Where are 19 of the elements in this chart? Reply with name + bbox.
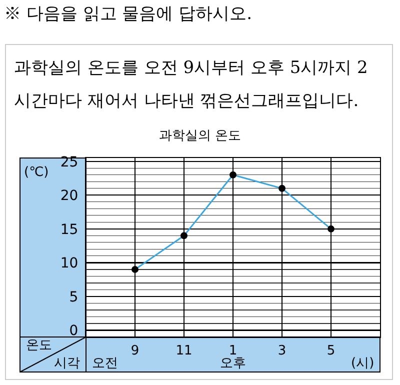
x-tick-label: 9	[130, 344, 140, 359]
chart-title: 과학실의 온도	[158, 128, 242, 144]
y-axis-title: (℃)	[24, 165, 49, 180]
text: 시각	[54, 356, 80, 371]
y-tick-label: 20	[60, 188, 78, 204]
chart-subtitle: 과학실의 온도를 오전 9시부터 오후 5시까지 2 시간마다 재어서 나타낸 꺾은선그래프입니다.	[14, 57, 369, 113]
x-axis-title: (시)	[351, 356, 374, 371]
text: 오후	[220, 356, 246, 371]
x-tick-label: 11	[176, 344, 192, 359]
text: ※ 다음을 읽고 물음에 답하시오.	[4, 3, 252, 25]
y-tick-label: 10	[60, 256, 78, 272]
y-tick-label: 0	[69, 323, 78, 340]
y-tick-label: 5	[69, 289, 78, 306]
text: 온도	[26, 338, 52, 353]
x-tick-label: 5	[326, 344, 336, 359]
x-tick-label: 1	[228, 344, 238, 359]
x-tick-label: 3	[278, 344, 286, 359]
text: 오전	[92, 356, 118, 371]
y-tick-label: 15	[60, 222, 78, 238]
